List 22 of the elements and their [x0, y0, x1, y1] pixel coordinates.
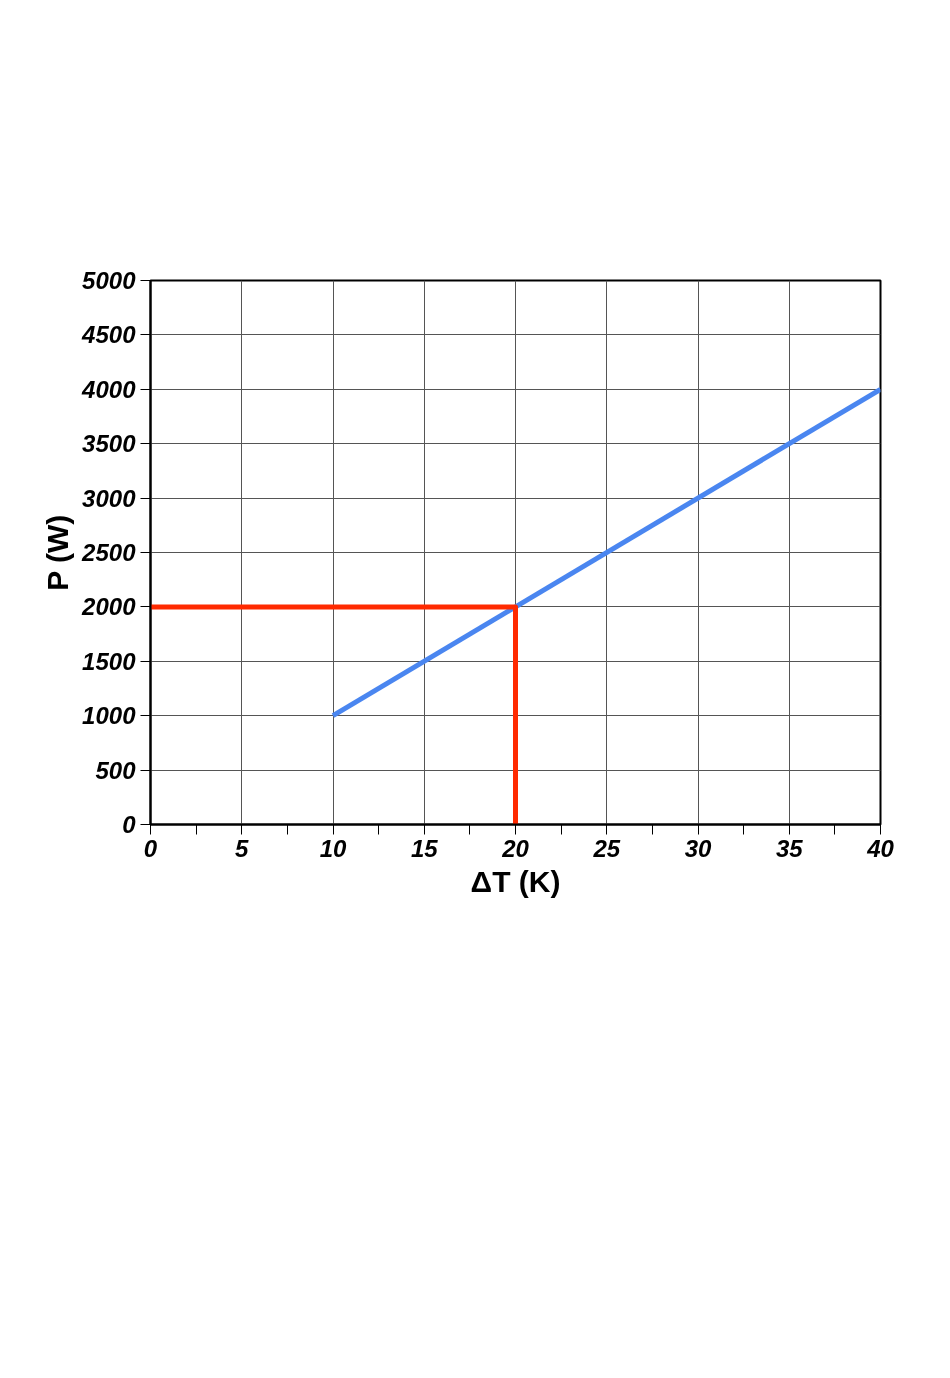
- x-tick-label: 0: [143, 834, 158, 862]
- y-tick-label: 5000: [82, 267, 137, 294]
- y-axis-title: P (W): [41, 514, 75, 591]
- x-tick-label: 25: [592, 834, 621, 862]
- x-tick-label: 10: [319, 834, 347, 862]
- y-tick-label: 3500: [82, 430, 137, 458]
- x-axis-title: ΔT (K): [470, 864, 561, 898]
- x-tick-label: 35: [775, 834, 804, 862]
- y-tick-label: 2000: [81, 593, 137, 621]
- y-tick-label: 500: [95, 756, 137, 784]
- y-tick-label: 4500: [81, 321, 137, 349]
- y-tick-label: 0: [122, 811, 137, 838]
- x-tick-label: 40: [866, 834, 895, 862]
- x-tick-label: 20: [501, 834, 530, 862]
- x-tick-label: 30: [684, 834, 712, 862]
- y-tick-label: 3000: [82, 484, 137, 512]
- y-tick-label: 1500: [82, 647, 137, 675]
- x-tick-label: 5: [235, 834, 250, 862]
- y-tick-label: 4000: [81, 375, 137, 403]
- y-tick-label: 1000: [82, 702, 137, 730]
- x-tick-label: 15: [410, 834, 439, 862]
- y-tick-label: 2500: [81, 539, 137, 566]
